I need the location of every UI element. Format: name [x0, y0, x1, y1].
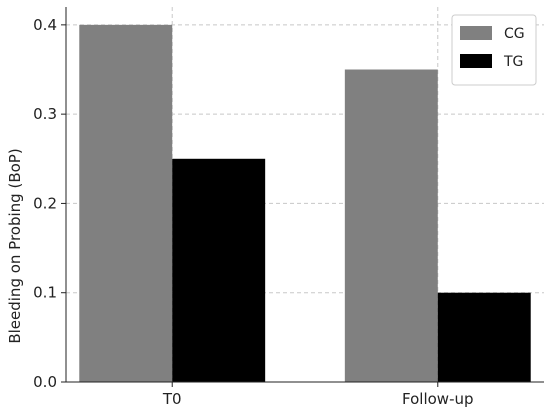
y-axis-ticks: 0.0 0.1 0.2 0.3 0.4 — [33, 16, 66, 391]
legend-label-cg: CG — [504, 26, 525, 42]
bars — [79, 24, 531, 382]
y-axis-label: Bleeding on Probing (BoP) — [6, 148, 24, 343]
y-tick-label: 0.0 — [33, 373, 57, 391]
x-axis-ticks: T0 Follow-up — [162, 382, 474, 408]
bar-cg-follow-up — [344, 69, 438, 382]
y-tick-label: 0.2 — [33, 194, 57, 212]
bar-tg-t0 — [172, 158, 266, 382]
legend: CG TG — [451, 14, 537, 86]
legend-swatch-cg — [460, 26, 492, 40]
bar-tg-follow-up — [437, 292, 531, 382]
y-tick-label: 0.1 — [33, 284, 57, 302]
y-tick-label: 0.3 — [33, 105, 57, 123]
axes — [65, 7, 544, 383]
y-tick-label: 0.4 — [33, 16, 57, 34]
legend-swatch-tg — [460, 54, 492, 68]
bar-cg-t0 — [79, 24, 173, 382]
legend-label-tg: TG — [503, 54, 523, 70]
x-tick-label: T0 — [162, 390, 182, 408]
x-tick-label: Follow-up — [402, 390, 474, 408]
